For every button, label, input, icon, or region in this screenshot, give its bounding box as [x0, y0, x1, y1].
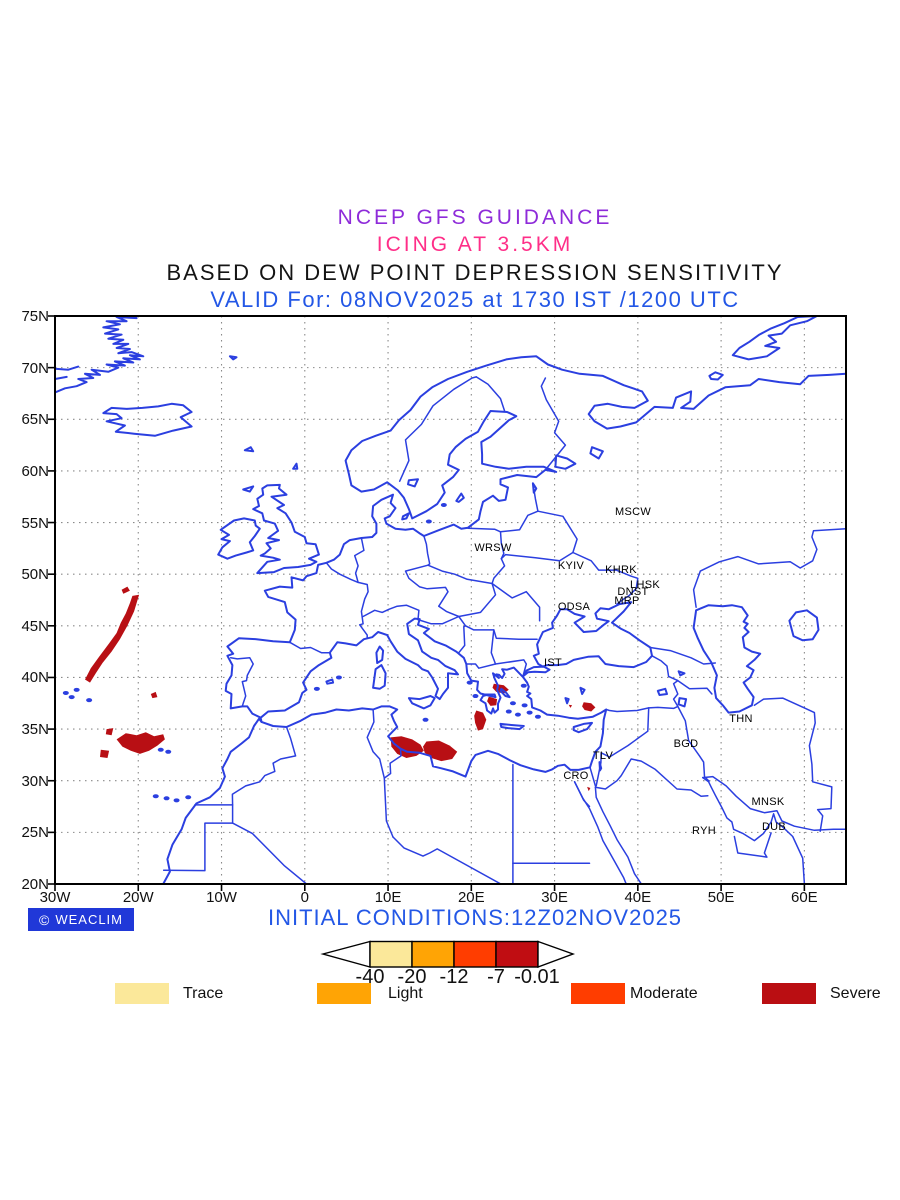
title-product: ICING AT 3.5KM [376, 233, 574, 256]
icing-region-madeira-west-spur [105, 728, 114, 736]
icing-region-atlantic-band-north-spur [121, 586, 130, 594]
title-model: NCEP GFS GUIDANCE [337, 206, 613, 229]
coastlines [55, 316, 846, 884]
colorbar-segment-1 [411, 940, 455, 968]
icing-region-libya-coast [423, 740, 458, 762]
title-method: BASED ON DEW POINT DEPRESSION SENSITIVIT… [166, 260, 784, 285]
legend-swatch-severe [762, 983, 816, 1004]
colorbar-right-arrow [537, 940, 576, 969]
city-label-dnst: DNST [617, 586, 649, 598]
colorbar-tick--20: -20 [397, 966, 427, 988]
lon-tick-label-10W: 10W [206, 889, 237, 906]
lon-tick-label-10E: 10E [374, 889, 402, 906]
colorbar-segment-0 [369, 940, 413, 968]
colorbar-tick--12: -12 [439, 966, 469, 988]
colorbar-left-arrow [320, 940, 371, 968]
lat-tick-label-60N: 60N [21, 462, 49, 480]
lat-tick-label-65N: 65N [21, 411, 49, 429]
lat-tick-label-25N: 25N [21, 824, 49, 842]
city-label-ryh: RYH [692, 825, 716, 837]
legend-label-trace: Trace [183, 985, 224, 1002]
lat-tick-label-55N: 55N [21, 514, 49, 532]
city-label-tlv: TLV [592, 750, 614, 762]
lat-tick-label-45N: 45N [21, 617, 49, 635]
lon-tick-label-0: 0 [300, 889, 309, 906]
lon-tick-label-30E: 30E [541, 889, 568, 906]
watermark-label: WEACLIM [55, 912, 123, 927]
icing-severe-regions [85, 586, 596, 792]
icing-region-northeast-atlantic-band [85, 594, 140, 683]
city-label-lhsk: LHSK [630, 579, 660, 591]
map-frame [54, 315, 847, 885]
legend-label-moderate: Moderate [630, 985, 698, 1002]
icing-region-madeira-area-blob [116, 732, 165, 754]
city-label-thn: THN [729, 713, 753, 725]
lon-tick-label-20W: 20W [122, 889, 154, 906]
lat-tick-label-50N: 50N [21, 566, 49, 584]
colorbar-tick--40: -40 [355, 966, 385, 988]
initial-conditions-text: INITIAL CONDITIONS:12Z02NOV2025 [267, 905, 683, 930]
lat-tick-label-35N: 35N [21, 721, 49, 739]
weaclim-watermark-badge: © WEACLIM [28, 908, 134, 931]
icing-region-south-turkey [582, 702, 596, 712]
lon-tick-label-60E: 60E [791, 889, 818, 906]
colorbar [320, 940, 576, 969]
colorbar-tick--7: -7 [487, 966, 505, 988]
icing-region-madeira-southwest-spot [100, 749, 110, 758]
legend-swatch-trace [115, 983, 169, 1004]
city-label-odsa: ODSA [557, 601, 591, 613]
city-label-cro: CRO [563, 770, 589, 782]
title-valid-time: VALID For: 08NOV2025 at 1730 IST /1200 U… [210, 287, 740, 312]
axis-ticks [48, 315, 806, 891]
city-label-dub: DUB [761, 821, 787, 833]
lat-tick-label-70N: 70N [21, 359, 49, 377]
colorbar-segment-2 [453, 940, 497, 968]
lat-tick-label-40N: 40N [21, 669, 49, 687]
icing-region-south-turkey-west-spot [568, 704, 573, 708]
lon-tick-label-50E: 50E [707, 889, 735, 906]
lat-tick-label-20N: 20N [21, 876, 49, 893]
icing-region-attica-saronic [487, 696, 498, 706]
city-label-mscw: MSCW [614, 506, 652, 518]
legend-label-severe: Severe [830, 985, 881, 1002]
lon-tick-label-20E: 20E [457, 889, 485, 906]
city-label-wrsw: WRSW [474, 542, 512, 554]
icing-region-tunisia-coast [390, 736, 424, 758]
colorbar-tick--0.01: -0.01 [514, 966, 560, 988]
legend-label-light: Light [388, 985, 423, 1002]
colorbar-segment-3 [495, 940, 539, 968]
city-label-khrk: KHRK [605, 564, 637, 576]
lon-tick-label-40E: 40E [624, 889, 652, 906]
city-label-bgd: BGD [673, 738, 699, 750]
city-label-mnsk: MNSK [751, 796, 785, 808]
lat-tick-label-75N: 75N [21, 308, 49, 325]
icing-region-ionian-strip [474, 710, 487, 731]
city-label-kyiv: KYIV [557, 560, 585, 572]
legend-swatch-moderate [571, 983, 625, 1004]
icing-region-sinai-spot [587, 786, 591, 792]
copyright-icon: © [39, 911, 51, 928]
icing-region-atlantic-specks [150, 691, 158, 699]
city-label-mrp: MRP [614, 595, 640, 607]
lon-tick-label-30W: 30W [39, 889, 71, 906]
city-label-ist: IST [543, 657, 562, 669]
legend-swatch-light [317, 983, 371, 1004]
lat-tick-label-30N: 30N [21, 772, 49, 790]
